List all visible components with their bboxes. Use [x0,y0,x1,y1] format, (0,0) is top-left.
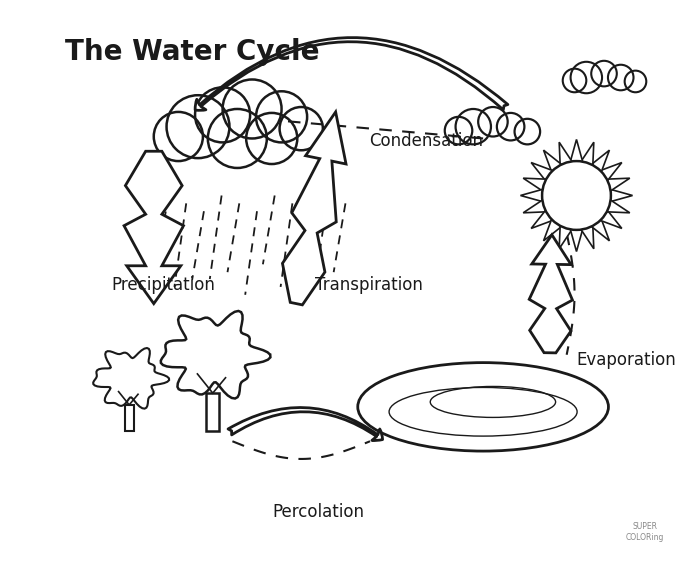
Circle shape [624,70,646,92]
Polygon shape [607,200,630,213]
Circle shape [478,107,508,136]
Circle shape [208,109,267,168]
Circle shape [223,80,281,139]
Polygon shape [206,393,219,431]
Circle shape [195,87,250,142]
Polygon shape [559,142,572,165]
Polygon shape [523,200,546,213]
Circle shape [608,65,634,90]
Text: SUPER
COLORing: SUPER COLORing [626,522,664,541]
Circle shape [246,113,298,164]
Ellipse shape [358,363,608,451]
Circle shape [154,112,203,161]
Circle shape [456,109,491,144]
Circle shape [592,61,617,86]
Polygon shape [592,219,610,241]
Polygon shape [521,190,542,202]
Circle shape [497,113,524,140]
Polygon shape [161,311,270,399]
Polygon shape [570,230,582,252]
Text: Precipitation: Precipitation [111,276,215,294]
Polygon shape [610,190,633,202]
Polygon shape [607,178,630,191]
Polygon shape [544,150,561,171]
Circle shape [256,91,307,142]
Text: Percolation: Percolation [272,503,364,521]
Polygon shape [93,348,169,409]
Polygon shape [581,226,594,249]
Circle shape [514,119,540,144]
Polygon shape [559,226,572,249]
Polygon shape [531,210,553,228]
Text: The Water Cycle: The Water Cycle [65,38,320,66]
Circle shape [167,95,230,158]
Polygon shape [529,235,573,353]
Circle shape [444,117,472,144]
Polygon shape [592,150,610,171]
Polygon shape [544,219,561,241]
Polygon shape [601,210,622,228]
Polygon shape [283,112,346,305]
Polygon shape [125,405,134,431]
Text: Transpiration: Transpiration [314,276,422,294]
Polygon shape [581,142,594,165]
Polygon shape [531,162,553,180]
Text: Evaporation: Evaporation [576,351,676,369]
Text: Condensation: Condensation [370,131,484,149]
Circle shape [279,107,323,150]
Circle shape [563,69,587,92]
Polygon shape [523,178,546,191]
Circle shape [570,62,602,93]
Polygon shape [570,139,582,162]
Circle shape [542,161,611,230]
Polygon shape [601,162,622,180]
Polygon shape [124,151,183,303]
